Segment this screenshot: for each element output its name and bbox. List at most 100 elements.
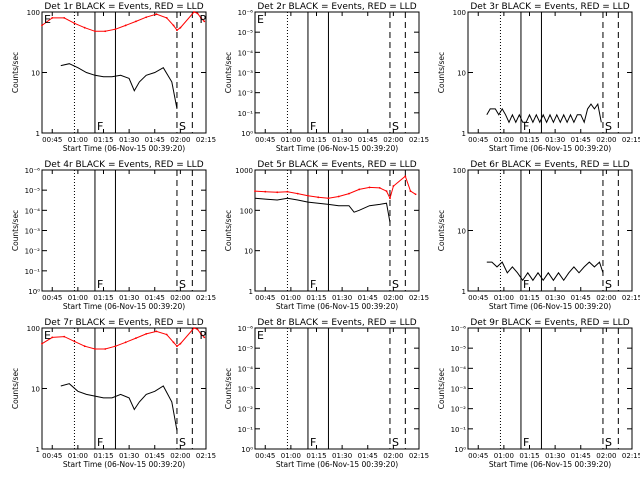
- chart-title: Det 3r BLACK = Events, RED = LLD: [470, 2, 629, 12]
- marker-label-f: F: [523, 278, 529, 291]
- x-tick-label: 01:30: [545, 136, 565, 144]
- y-tick-label: 10⁻¹: [238, 110, 254, 118]
- series-point: [51, 16, 54, 19]
- series-point: [264, 190, 267, 193]
- series-line-1: [486, 102, 602, 124]
- plot-frame: [467, 169, 633, 292]
- chart-panel-9: Det 9r BLACK = Events, RED = LLD 00:45 01:…: [437, 318, 640, 469]
- chart-panel-3: Det 3r BLACK = Events, RED = LLD 00:45 01:…: [437, 2, 640, 153]
- series-point: [114, 28, 117, 31]
- y-tick-label: 10: [457, 70, 466, 78]
- y-tick-label: 10⁰: [241, 446, 253, 454]
- x-tick-label: 01:00: [494, 452, 514, 460]
- chart-panel-2: Det 2r BLACK = Events, RED = LLD 00:45 01:…: [224, 2, 429, 153]
- x-tick-label: 00:45: [42, 294, 62, 302]
- x-tick-label: 02:15: [196, 452, 216, 460]
- y-tick-label: 10⁻³: [25, 228, 41, 236]
- y-tick-label: 10: [244, 248, 253, 256]
- chart-title: Det 1r BLACK = Events, RED = LLD: [44, 2, 203, 12]
- y-tick-label: 10⁻⁴: [238, 49, 254, 57]
- series-point: [83, 26, 86, 29]
- x-tick-label: 01:45: [145, 294, 165, 302]
- marker-label-e: E: [257, 329, 264, 342]
- marker-label-s: S: [179, 436, 186, 449]
- y-tick-label: 100: [453, 9, 466, 17]
- x-axis-label: Start Time (06-Nov-15 00:39:20): [276, 302, 398, 311]
- chart-title: Det 2r BLACK = Events, RED = LLD: [257, 2, 416, 12]
- marker-label-f: F: [97, 436, 103, 449]
- y-tick-label: 10⁻⁵: [238, 345, 254, 353]
- chart-title: Det 6r BLACK = Events, RED = LLD: [470, 160, 629, 170]
- x-tick-label: 01:30: [119, 452, 139, 460]
- y-tick-label: 10: [457, 228, 466, 236]
- series-point: [165, 333, 168, 336]
- y-tick-label: 10⁻⁶: [451, 325, 467, 333]
- x-tick-label: 01:15: [93, 452, 113, 460]
- y-tick-label: 10: [31, 386, 40, 394]
- marker-label-f: F: [310, 278, 316, 291]
- y-tick-label: 1: [36, 130, 40, 138]
- y-tick-label: 10⁻²: [238, 90, 254, 98]
- x-tick-label: 01:00: [281, 452, 301, 460]
- series-point: [199, 16, 202, 19]
- series-point: [124, 24, 127, 27]
- plot-frame: [41, 327, 207, 450]
- x-tick-label: 01:30: [332, 452, 352, 460]
- chart-title: Det 7r BLACK = Events, RED = LLD: [44, 318, 203, 328]
- x-tick-label: 01:00: [281, 294, 301, 302]
- marker-label-p: P: [199, 13, 206, 26]
- x-tick-label: 01:45: [145, 452, 165, 460]
- y-tick-label: 100: [240, 207, 253, 215]
- x-tick-label: 01:15: [93, 136, 113, 144]
- chart-panel-6: Det 6r BLACK = Events, RED = LLD 00:45 01:…: [437, 160, 640, 311]
- y-tick-label: 10⁻²: [238, 406, 254, 414]
- series-point: [199, 332, 202, 335]
- y-axis-label: Counts/sec: [437, 368, 446, 409]
- x-tick-label: 01:30: [119, 136, 139, 144]
- marker-label-s: S: [605, 120, 612, 133]
- x-tick-label: 02:15: [409, 452, 429, 460]
- y-axis-label: Counts/sec: [11, 368, 20, 409]
- y-tick-label: 1: [36, 446, 40, 454]
- x-tick-label: 02:00: [170, 294, 190, 302]
- x-tick-label: 01:30: [545, 452, 565, 460]
- x-tick-label: 01:00: [68, 136, 88, 144]
- marker-label-s: S: [605, 436, 612, 449]
- series-point: [378, 186, 381, 189]
- x-tick-label: 01:30: [119, 294, 139, 302]
- y-tick-label: 1000: [235, 167, 253, 175]
- y-tick-label: 10⁻⁶: [238, 325, 254, 333]
- x-tick-label: 02:00: [383, 452, 403, 460]
- series-point: [196, 328, 199, 331]
- plot-frame: [41, 169, 207, 292]
- marker-label-f: F: [97, 120, 103, 133]
- y-tick-label: 10⁻²: [25, 248, 41, 256]
- chart-panel-8: Det 8r BLACK = Events, RED = LLD 00:45 01:…: [224, 318, 429, 469]
- series-point: [165, 16, 168, 19]
- x-tick-label: 01:30: [545, 294, 565, 302]
- series-point: [286, 190, 289, 193]
- series-point: [135, 337, 137, 340]
- series-point: [104, 348, 107, 350]
- marker-label-p: P: [199, 329, 206, 342]
- x-tick-label: 01:45: [358, 294, 378, 302]
- series-point: [114, 345, 117, 348]
- chart-title: Det 8r BLACK = Events, RED = LLD: [257, 318, 416, 328]
- x-tick-label: 00:45: [255, 452, 275, 460]
- series-point: [179, 342, 182, 345]
- series-point: [392, 185, 395, 187]
- x-tick-label: 01:15: [306, 136, 326, 144]
- y-tick-label: 10: [31, 70, 40, 78]
- chart-panel-1: Det 1r BLACK = Events, RED = LLD 00:45 01:…: [11, 2, 216, 153]
- series-point: [203, 20, 206, 23]
- marker-label-s: S: [392, 278, 399, 291]
- x-tick-label: 01:15: [519, 452, 539, 460]
- y-axis-label: Counts/sec: [224, 368, 233, 409]
- series-point: [196, 12, 199, 15]
- y-tick-label: 10⁰: [454, 446, 466, 454]
- series-point: [176, 345, 178, 348]
- x-axis-label: Start Time (06-Nov-15 00:39:20): [63, 460, 185, 469]
- marker-label-s: S: [179, 120, 186, 133]
- y-tick-label: 10⁻¹: [238, 426, 254, 434]
- series-point: [94, 30, 96, 33]
